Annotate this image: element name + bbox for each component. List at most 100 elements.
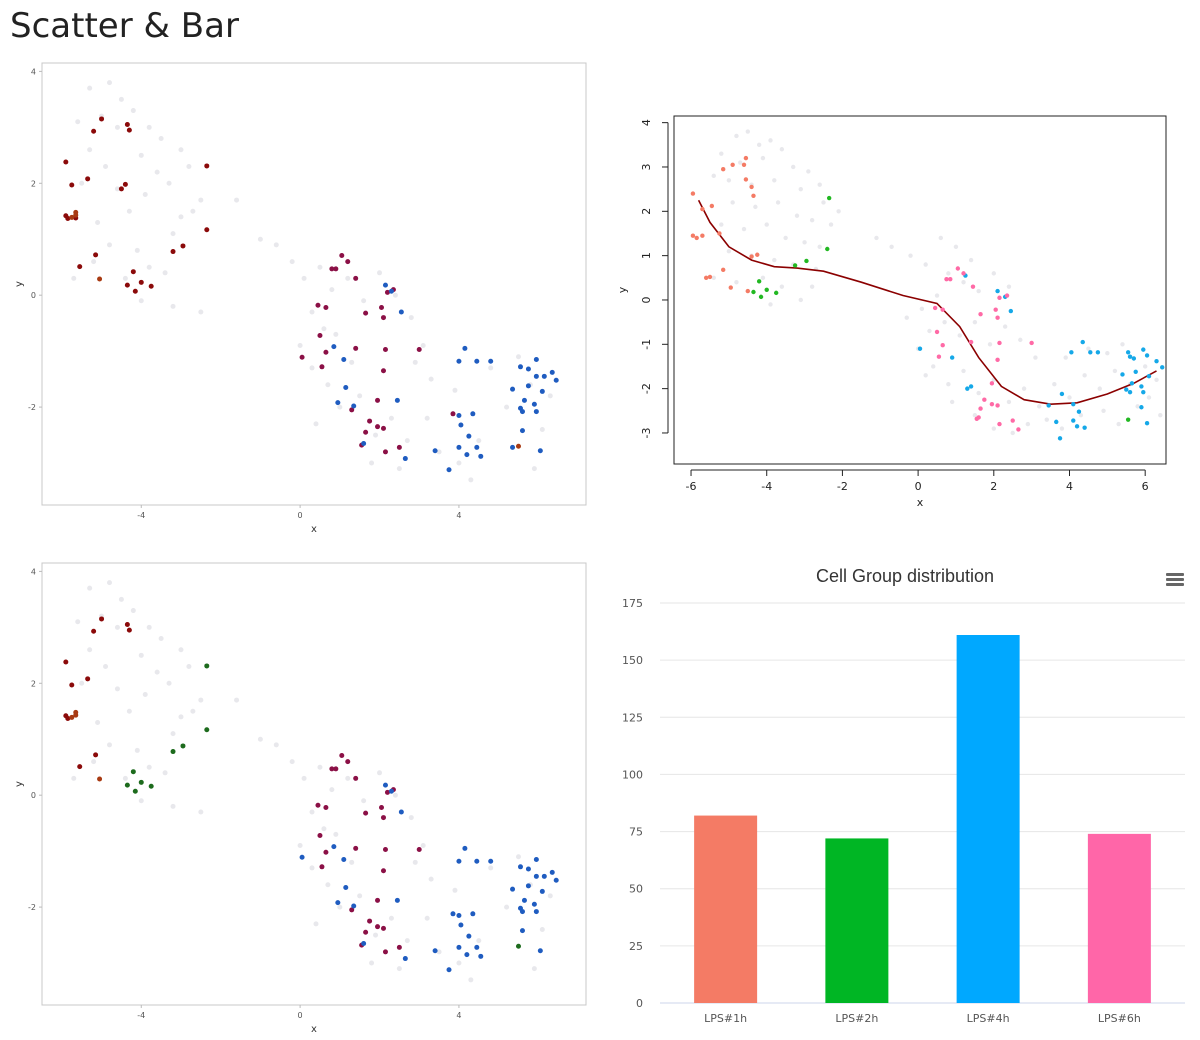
background-point: [547, 893, 553, 899]
bar-lps-1h[interactable]: [694, 815, 758, 1003]
background-point: [357, 393, 363, 399]
background-point: [198, 809, 204, 815]
data-point-blue: [388, 788, 394, 794]
background-point: [809, 284, 815, 289]
trajectory-chart-top-right: -6 -4 -2 0 2 4 6 -3 -2 -1 0 1 2 3 4 x y: [616, 115, 1167, 509]
data-point-cyan: [917, 346, 923, 351]
data-point-maroon: [375, 897, 381, 903]
data-point-darkred: [99, 116, 105, 122]
x-tick-label: -4: [761, 480, 772, 493]
data-point-darkgreen: [170, 749, 176, 755]
data-point-blue: [382, 282, 388, 288]
data-point-cyan: [1076, 409, 1082, 414]
background-point: [1067, 395, 1072, 400]
background-point: [760, 275, 766, 281]
background-point: [531, 466, 537, 472]
data-point-maroon: [416, 846, 422, 852]
background-point: [146, 264, 152, 270]
data-point-darkgreen: [515, 943, 521, 949]
background-point: [79, 180, 85, 186]
y-tick-label: 2: [31, 179, 36, 188]
data-point-pink: [936, 354, 942, 359]
background-point: [345, 775, 351, 781]
plot-frame: [673, 115, 1167, 465]
background-point: [154, 169, 160, 175]
bar-lps-2h[interactable]: [825, 838, 889, 1003]
background-point: [874, 235, 879, 241]
bar-chart-bottom-right: Cell Group distribution 0 25 50 75 100 125 150 1…: [622, 566, 1185, 1025]
data-point-salmon: [751, 193, 756, 198]
data-point-salmon: [694, 235, 699, 241]
data-point-maroon: [384, 289, 390, 295]
data-point-blue: [466, 433, 472, 439]
data-point-salmon: [700, 206, 705, 212]
background-point: [420, 343, 426, 349]
y-axis-title: y: [14, 281, 25, 287]
data-point-blue: [335, 400, 341, 406]
background-point: [273, 742, 279, 748]
data-point-salmon: [749, 254, 754, 259]
background-point: [257, 236, 263, 242]
background-point: [369, 460, 375, 466]
background-point: [114, 624, 120, 630]
scatter-chart-top-left: -4 0 4 -2 0 2 4 x y: [14, 62, 587, 535]
data-point-cyan: [1129, 381, 1135, 386]
data-point-maroon: [380, 425, 386, 431]
data-point-maroon: [367, 918, 373, 924]
background-point: [476, 938, 482, 944]
data-point-darkred: [69, 182, 75, 188]
background-point: [961, 280, 966, 285]
background-point: [361, 798, 367, 804]
background-point: [1112, 368, 1118, 374]
background-point: [428, 876, 434, 882]
chart-menu-icon[interactable]: [1166, 573, 1184, 587]
background-point: [373, 432, 379, 438]
background-point: [783, 235, 788, 241]
data-point-pink: [970, 284, 976, 289]
data-point-maroon: [375, 397, 381, 403]
background-point: [768, 302, 773, 307]
data-point-green: [773, 290, 779, 296]
data-point-blue: [488, 358, 494, 364]
data-point-blue: [432, 948, 438, 954]
page-title: Scatter & Bar: [10, 6, 239, 46]
data-point-blue: [525, 883, 531, 889]
background-point: [931, 364, 936, 369]
data-point-darkred: [77, 264, 83, 270]
background-point: [1002, 324, 1008, 329]
background-point: [178, 214, 184, 220]
data-point-pink: [989, 401, 995, 407]
background-point: [504, 904, 510, 910]
bar-lps-6h[interactable]: [1087, 833, 1151, 1003]
data-point-maroon: [382, 449, 388, 455]
data-point-blue: [458, 922, 464, 928]
data-point-maroon: [363, 429, 369, 435]
scatter-chart-bottom-left: -4 0 4 -2 0 2 4 x y: [14, 562, 587, 1035]
background-point: [809, 217, 815, 223]
data-point-blue: [474, 944, 480, 950]
x-tick-label: 4: [456, 511, 461, 520]
data-point-blue: [478, 953, 484, 959]
data-point-darkgreen: [204, 663, 210, 669]
background-point: [1006, 284, 1012, 289]
background-point: [103, 664, 109, 670]
data-point-darkred: [148, 283, 154, 289]
bar-lps-4h[interactable]: [956, 635, 1020, 1003]
data-point-blue: [474, 858, 480, 864]
data-point-cyan: [1144, 421, 1150, 426]
background-point: [504, 404, 510, 410]
y-tick-label: 100: [622, 768, 643, 781]
background-point: [738, 160, 743, 165]
data-point-pink: [955, 266, 961, 271]
background-point: [791, 164, 796, 170]
background-point: [798, 297, 803, 303]
data-point-pink: [976, 415, 981, 420]
background-point: [1037, 404, 1042, 409]
y-tick-label: 125: [622, 711, 643, 724]
background-point: [1158, 413, 1163, 418]
background-point: [309, 809, 315, 815]
background-point: [142, 691, 148, 697]
background-point: [1044, 417, 1049, 422]
data-point-blue: [488, 858, 494, 864]
background-point: [719, 222, 724, 227]
